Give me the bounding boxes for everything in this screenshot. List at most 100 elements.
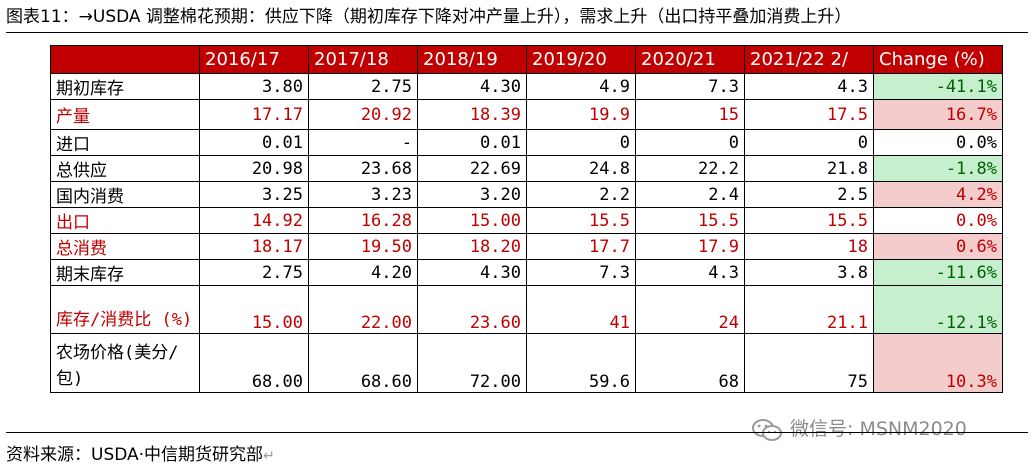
row-label: 期末库存 (50, 259, 200, 286)
table-cell: 15.00 (417, 207, 527, 234)
table-cell: 0 (744, 129, 874, 156)
table-cell: 41 (526, 285, 636, 334)
table-cell: 75 (744, 333, 874, 393)
row-label: 农场价格(美分/ 包) (50, 333, 200, 393)
cotton-balance-table: 2016/17 2017/18 2018/19 2019/20 2020/21 … (50, 45, 1003, 393)
table-cell: 3.25 (199, 181, 309, 208)
table-cell: 4.30 (417, 73, 527, 100)
table-cell: 19.9 (526, 99, 636, 130)
table-cell: 0 (526, 129, 636, 156)
row-label: 国内消费 (50, 181, 200, 208)
table-cell: 24 (635, 285, 745, 334)
figure-caption: 图表11：→USDA 调整棉花预期：供应下降（期初库存下降对冲产量上升），需求上… (6, 7, 852, 27)
table-cell: 3.80 (199, 73, 309, 100)
table-cell: 14.92 (199, 207, 309, 234)
table-row: 产量 17.17 20.92 18.39 19.9 15 17.5 16.7% (50, 99, 1003, 130)
change-cell: -11.6% (873, 259, 1003, 286)
table-cell: 18 (744, 233, 874, 260)
table-cell: 22.69 (417, 155, 527, 182)
table-cell: 68 (635, 333, 745, 393)
table-cell: 20.98 (199, 155, 309, 182)
wechat-icon (752, 419, 782, 441)
table-cell: 4.9 (526, 73, 636, 100)
table-cell: 2.4 (635, 181, 745, 208)
table-row: 出口 14.92 16.28 15.00 15.5 15.5 15.5 0.0% (50, 207, 1003, 234)
table-cell: 0.01 (417, 129, 527, 156)
table-cell: 59.6 (526, 333, 636, 393)
table-cell: 17.7 (526, 233, 636, 260)
source-divider (6, 432, 1028, 433)
table-cell: 0.01 (199, 129, 309, 156)
table-cell: 68.00 (199, 333, 309, 393)
table-cell: 23.68 (308, 155, 418, 182)
table-cell: 15 (635, 99, 745, 130)
table-row: 农场价格(美分/ 包) 68.00 68.60 72.00 59.6 68 75 10.3% (50, 333, 1003, 393)
row-label: 总供应 (50, 155, 200, 182)
table-row: 总消费 18.17 19.50 18.20 17.7 17.9 18 0.6% (50, 233, 1003, 260)
table-cell: 22.00 (308, 285, 418, 334)
table-cell: 68.60 (308, 333, 418, 393)
row-label: 产量 (50, 99, 200, 130)
change-cell: 10.3% (873, 333, 1003, 393)
change-cell: 16.7% (873, 99, 1003, 130)
table-cell: 17.17 (199, 99, 309, 130)
row-label: 总消费 (50, 233, 200, 260)
header-year: 2020/21 (635, 45, 745, 74)
table-cell: 2.5 (744, 181, 874, 208)
table-cell: 18.39 (417, 99, 527, 130)
table-cell: 4.20 (308, 259, 418, 286)
table-cell: 72.00 (417, 333, 527, 393)
table-cell: 22.2 (635, 155, 745, 182)
table-cell: 4.3 (744, 73, 874, 100)
header-year: 2016/17 (199, 45, 309, 74)
table-cell: 23.60 (417, 285, 527, 334)
table-cell: 3.20 (417, 181, 527, 208)
source-text: 资料来源：USDA·中信期货研究部 (6, 445, 264, 465)
watermark-text: 微信号: MSNM2020 (790, 418, 967, 440)
change-cell: -1.8% (873, 155, 1003, 182)
table-cell: 2.2 (526, 181, 636, 208)
table-cell: 15.5 (635, 207, 745, 234)
header-year: 2018/19 (417, 45, 527, 74)
row-label: 期初库存 (50, 73, 200, 100)
table-cell: 3.23 (308, 181, 418, 208)
table-cell: 17.5 (744, 99, 874, 130)
table-cell: 18.20 (417, 233, 527, 260)
change-cell: 0.0% (873, 207, 1003, 234)
return-mark: ↵ (263, 448, 275, 464)
table-cell: 18.17 (199, 233, 309, 260)
table-cell: 15.5 (526, 207, 636, 234)
change-cell: 0.6% (873, 233, 1003, 260)
change-cell: 4.2% (873, 181, 1003, 208)
table-cell: 24.8 (526, 155, 636, 182)
table-header-row: 2016/17 2017/18 2018/19 2019/20 2020/21 … (50, 45, 1003, 74)
change-cell: -41.1% (873, 73, 1003, 100)
source-note: 资料来源：USDA·中信期货研究部↵ (6, 440, 275, 465)
table-cell: 15.00 (199, 285, 309, 334)
header-year: 2017/18 (308, 45, 418, 74)
table-row: 国内消费 3.25 3.23 3.20 2.2 2.4 2.5 4.2% (50, 181, 1003, 208)
table-cell: 4.30 (417, 259, 527, 286)
row-label: 库存/消费比 (%) (50, 285, 200, 334)
table-cell: 2.75 (308, 73, 418, 100)
table-cell: - (308, 129, 418, 156)
table-cell: 0 (635, 129, 745, 156)
row-label: 进口 (50, 129, 200, 156)
table-row: 总供应 20.98 23.68 22.69 24.8 22.2 21.8 -1.8% (50, 155, 1003, 182)
table-cell: 7.3 (635, 73, 745, 100)
table-cell: 17.9 (635, 233, 745, 260)
table-cell: 7.3 (526, 259, 636, 286)
change-cell: 0.0% (873, 129, 1003, 156)
table-cell: 20.92 (308, 99, 418, 130)
table-row: 进口 0.01-0.01 0 0 0 0.0% (50, 129, 1003, 156)
table-cell: 21.8 (744, 155, 874, 182)
table-row: 期末库存 2.75 4.20 4.30 7.3 4.3 3.8 -11.6% (50, 259, 1003, 286)
table-row: 库存/消费比 (%) 15.00 22.00 23.60 41 24 21.1 -12.1% (50, 285, 1003, 334)
table-cell: 16.28 (308, 207, 418, 234)
table-cell: 19.50 (308, 233, 418, 260)
table-row: 期初库存 3.80 2.75 4.30 4.9 7.3 4.3 -41.1% (50, 73, 1003, 100)
header-corner (50, 45, 200, 74)
header-year: 2019/20 (526, 45, 636, 74)
table-cell: 4.3 (635, 259, 745, 286)
table-cell: 3.8 (744, 259, 874, 286)
